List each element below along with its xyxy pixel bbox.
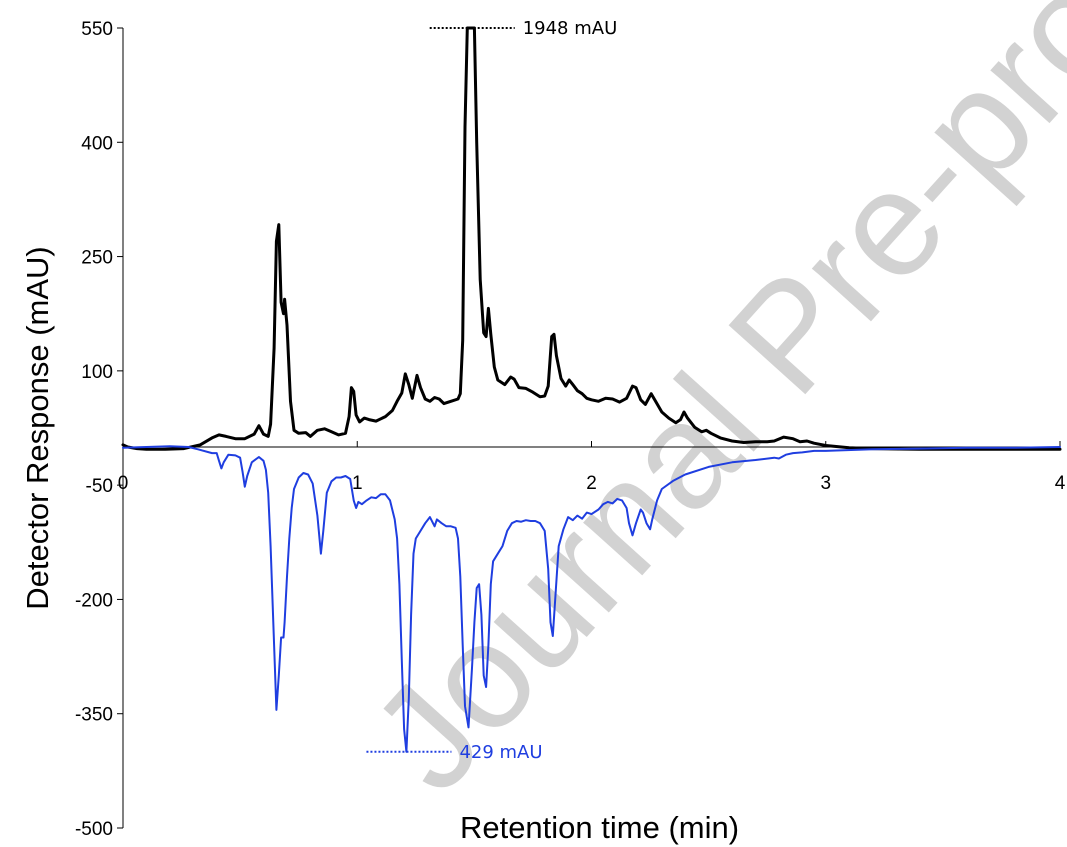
series-line-blue: [122, 445, 1061, 753]
x-tick-label: 0: [118, 473, 129, 494]
y-tick-label: 550: [81, 19, 113, 40]
series-layer: [121, 26, 1062, 753]
peak-annotation-blue: 429 mAU: [459, 742, 542, 763]
y-tick-label: -350: [75, 705, 113, 726]
axes: -500 -350 -200 -50 100 250 400 550 0 1 2 3 4: [75, 19, 1066, 840]
watermark-text: Journal Pre-proof: [339, 0, 1067, 821]
y-axis-title: Detector Response (mAU): [20, 246, 55, 610]
x-axis-title: Retention time (min): [460, 810, 739, 845]
x-tick-label: 3: [820, 473, 831, 494]
y-tick-label: 100: [81, 362, 113, 383]
peak-annotation-black: 1948 mAU: [523, 18, 618, 39]
annotations: 1948 mAU 429 mAU: [366, 18, 617, 763]
y-tick-label: -200: [75, 590, 113, 611]
watermark: Journal Pre-proof: [339, 0, 1067, 821]
x-tick-label: 2: [586, 473, 597, 494]
x-tick-label: 1: [352, 473, 363, 494]
series-line-black: [121, 26, 1062, 451]
y-tick-label: 400: [81, 133, 113, 154]
y-tick-label: -500: [75, 819, 113, 840]
y-tick-label: 250: [81, 248, 113, 269]
y-tick-label: -50: [86, 476, 113, 497]
x-tick-label: 4: [1055, 473, 1066, 494]
